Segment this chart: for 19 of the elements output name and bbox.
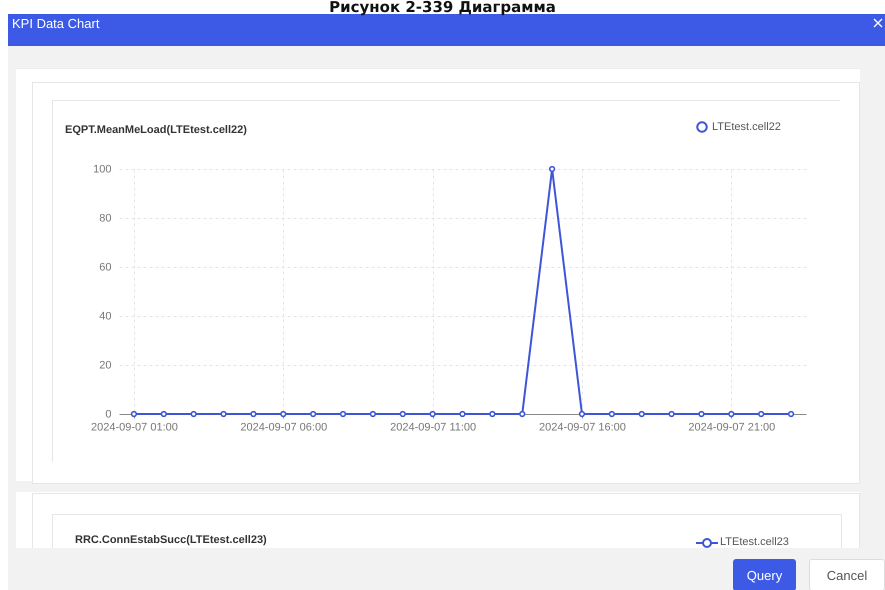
x-tick-label: 2024-09-07 01:00 <box>91 422 178 434</box>
y-tick-label: 100 <box>93 164 112 176</box>
y-tick-label: 20 <box>99 360 112 372</box>
text: Рисунок 2-339 Диаграмма <box>328 0 557 16</box>
text: Query <box>733 559 796 590</box>
text: Cancel <box>809 559 885 590</box>
x-tick-label: 2024-09-07 06:00 <box>240 422 328 434</box>
x-tick-label: 2024-09-07 11:00 <box>390 422 476 434</box>
y-tick-label: 0 <box>105 408 112 420</box>
y-tick-label: 40 <box>99 310 112 322</box>
x-tick-label: 2024-09-07 21:00 <box>688 422 776 434</box>
text: KPI Data Chart <box>12 16 100 31</box>
x-tick-label: 2024-09-07 16:00 <box>539 422 626 434</box>
text: RRC.ConnEstabSucc(LTEtest.cell23) <box>75 534 267 546</box>
y-tick-label: 60 <box>99 262 112 274</box>
chart-title: EQPT.MeanMeLoad(LTEtest.cell22) <box>65 124 248 136</box>
legend-label: LTEtest.cell22 <box>712 121 781 133</box>
text: LTEtest.cell23 <box>720 536 789 548</box>
y-tick-label: 80 <box>99 212 112 224</box>
